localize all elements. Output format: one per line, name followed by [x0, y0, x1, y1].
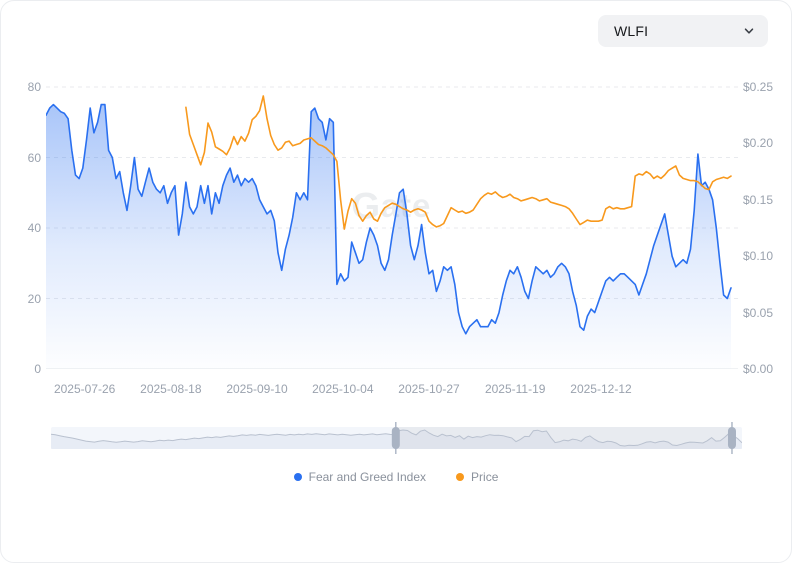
x-axis-label: 2025-12-12 — [570, 382, 632, 396]
symbol-dropdown-value: WLFI — [614, 23, 649, 39]
chevron-down-icon — [744, 28, 754, 34]
x-axis-label: 2025-08-18 — [140, 382, 202, 396]
legend: Fear and Greed Index Price — [1, 470, 791, 484]
x-axis-label: 2025-07-26 — [53, 382, 116, 396]
y-axis-right-label: $0.15 — [743, 192, 774, 207]
legend-item-fear-greed[interactable]: Fear and Greed Index — [293, 470, 427, 484]
minimap-handle-right[interactable] — [727, 422, 736, 454]
y-axis-left-label: 80 — [27, 80, 41, 94]
y-axis-left-label: 60 — [27, 150, 41, 165]
minimap-handle-grip[interactable] — [391, 427, 400, 449]
y-axis-right-label: $0.25 — [743, 80, 774, 94]
fear-greed-area — [46, 104, 731, 369]
main-chart-svg[interactable] — [45, 81, 746, 370]
legend-label-fear-greed: Fear and Greed Index — [308, 470, 427, 484]
fear-greed-line — [45, 103, 732, 335]
legend-item-price[interactable]: Price — [456, 470, 498, 484]
y-axis-right-label: $0.10 — [743, 249, 774, 264]
legend-dot-fear-greed-icon — [293, 473, 302, 481]
y-axis-right-label: $0.20 — [743, 136, 774, 151]
x-axis-label: 2025-10-27 — [398, 382, 460, 396]
symbol-dropdown[interactable]: WLFI — [598, 15, 768, 47]
y-axis-left-label: 0 — [34, 362, 41, 376]
y-axis-right-label: $0.00 — [743, 362, 774, 376]
y-axis-left-label: 40 — [27, 221, 41, 235]
x-axis-label: 2025-09-10 — [226, 382, 288, 396]
minimap-handle-left[interactable] — [391, 422, 400, 454]
legend-label-price: Price — [471, 470, 499, 484]
minimap-brush[interactable] — [51, 421, 742, 455]
y-axis-right-label: $0.05 — [743, 305, 774, 320]
x-axis-label: 2025-10-04 — [312, 382, 374, 396]
minimap-handle-grip[interactable] — [727, 427, 736, 449]
chart-plot-area[interactable] — [45, 81, 746, 370]
minimap-selected-range[interactable] — [395, 427, 732, 449]
x-axis-label: 2025-11-19 — [484, 382, 546, 396]
price-line — [185, 95, 732, 230]
y-axis-left-label: 20 — [27, 291, 41, 306]
legend-dot-price-icon — [456, 473, 465, 481]
